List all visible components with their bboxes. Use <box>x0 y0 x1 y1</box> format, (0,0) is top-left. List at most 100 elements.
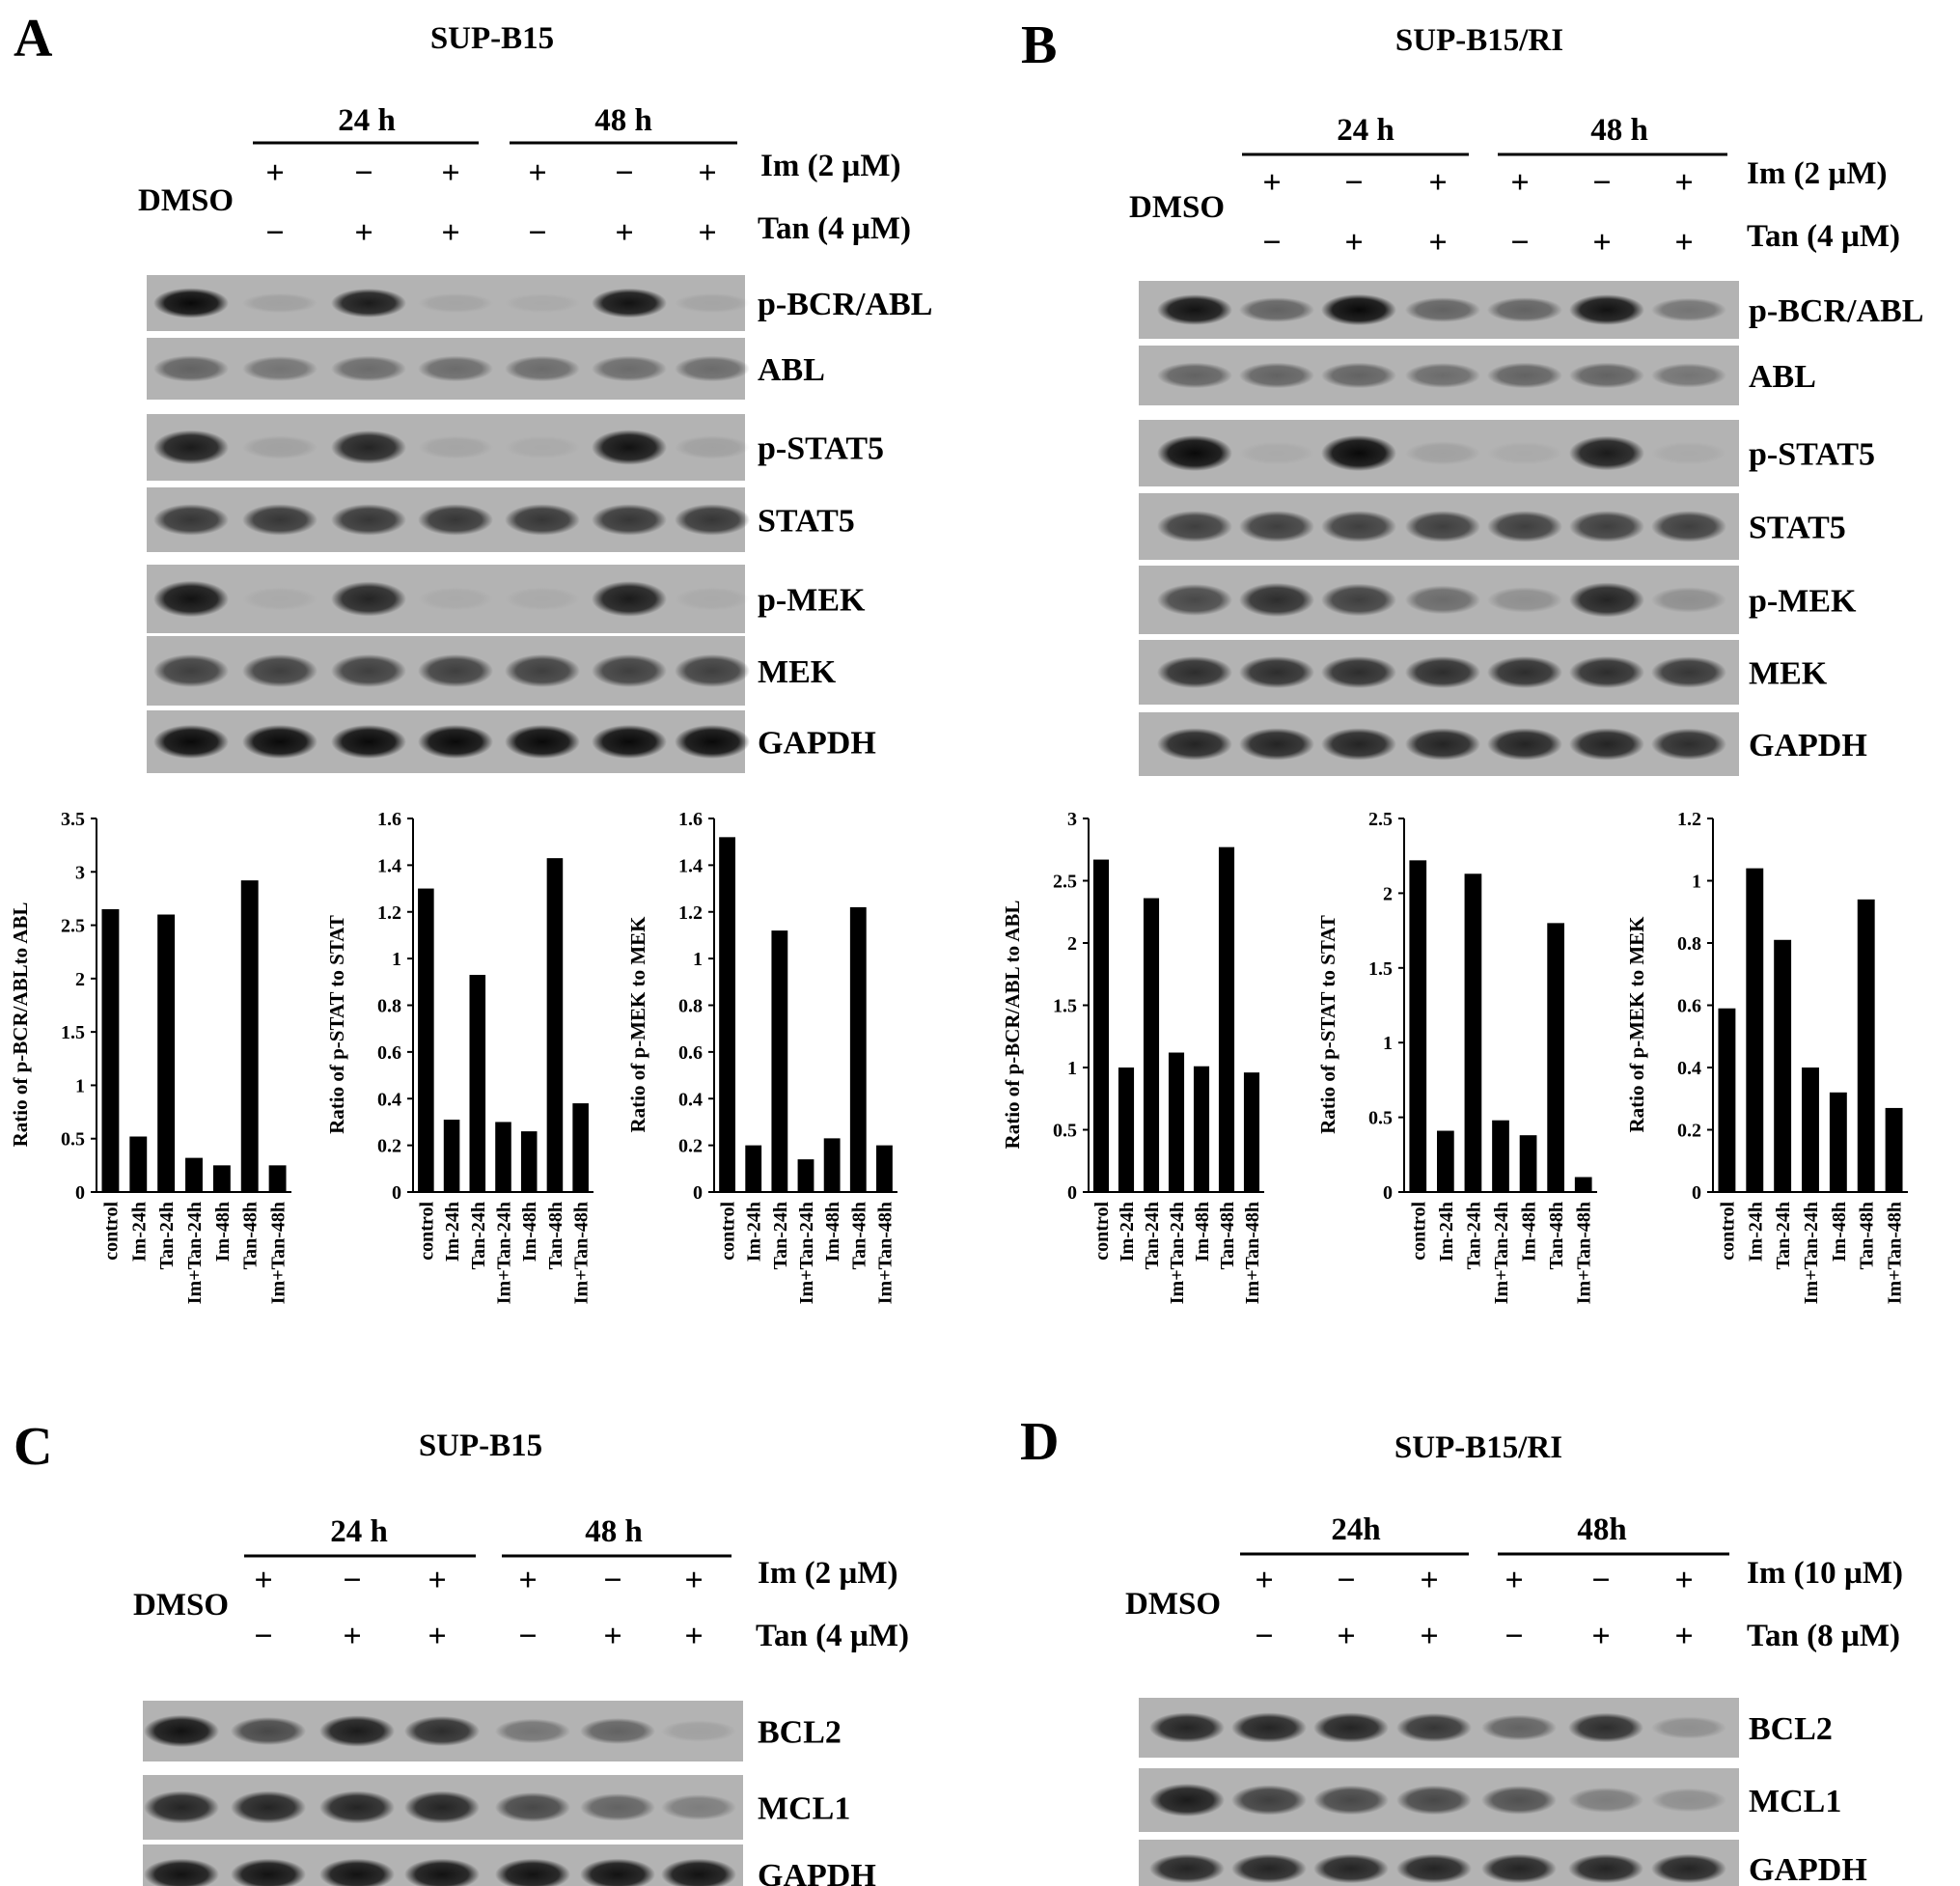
tanshinone-sign: + <box>1344 225 1363 261</box>
bar <box>1092 859 1110 1192</box>
blot-band <box>331 581 406 617</box>
bar <box>1802 1068 1819 1192</box>
imatinib-condition-label: Im (2 µM) <box>1747 156 1887 191</box>
blot-band <box>1481 1786 1557 1815</box>
x-category-label: Im+Tan-24h <box>494 1202 515 1304</box>
blot-band <box>675 292 750 314</box>
tanshinone-sign: − <box>254 1619 272 1654</box>
blot-band <box>592 504 667 536</box>
bar <box>572 1103 589 1192</box>
blot-band <box>331 504 406 536</box>
y-tick-label: 0 <box>693 1182 703 1204</box>
protein-label: p-MEK <box>1749 584 1857 620</box>
blot-strip: p-BCR/ABL <box>1139 281 1923 339</box>
blot-band <box>661 1858 736 1886</box>
bar <box>268 1165 287 1192</box>
blot-band <box>1569 511 1644 542</box>
blot-band <box>1405 511 1480 542</box>
tanshinone-sign: − <box>265 215 284 251</box>
tanshinone-sign: + <box>698 215 716 251</box>
bar <box>1118 1068 1135 1192</box>
imatinib-sign: + <box>441 155 459 191</box>
y-tick-label: 0 <box>75 1182 85 1204</box>
blot-band <box>675 504 750 536</box>
blot-strip: STAT5 <box>1139 493 1846 560</box>
y-tick-label: 0 <box>1067 1182 1077 1204</box>
x-category-label: Im-48h <box>822 1202 843 1262</box>
y-tick-label: 0.6 <box>678 1042 703 1064</box>
blot-band <box>331 724 406 760</box>
y-tick-label: 0.8 <box>1677 933 1701 955</box>
imatinib-sign: − <box>1344 165 1363 201</box>
protein-label: p-STAT5 <box>1749 437 1875 473</box>
tanshinone-condition-label: Tan (4 µM) <box>758 211 911 246</box>
blot-band <box>661 1720 736 1742</box>
blot-band <box>1569 362 1644 389</box>
bar-chart: 0 0.2 0.4 0.6 0.8 1 1.2 1.4 1.6 Ratio of p-MEK to… <box>626 809 897 1304</box>
blot-band <box>495 1718 570 1744</box>
blot-band <box>1231 1712 1307 1743</box>
y-tick-label: 3 <box>75 862 85 883</box>
bar <box>157 914 176 1192</box>
blot-band <box>495 1792 570 1822</box>
tanshinone-sign: + <box>1674 1619 1693 1654</box>
blot-band <box>1157 511 1232 542</box>
blot-band <box>242 292 317 314</box>
y-tick-label: 1.2 <box>678 902 703 924</box>
x-category-label: Tan-24h <box>770 1202 791 1269</box>
imatinib-sign: − <box>1591 1563 1610 1598</box>
x-category-label: Im+Tan-48h <box>268 1202 290 1304</box>
blot-band <box>1569 294 1644 325</box>
blot-band <box>675 653 750 688</box>
x-category-label: Im-24h <box>128 1202 150 1262</box>
imatinib-sign: − <box>354 155 373 191</box>
panel-title: SUP-B15 <box>430 21 554 56</box>
time-header: 24 h <box>1337 113 1394 148</box>
blot-band <box>1239 362 1314 389</box>
blot-band <box>242 355 317 382</box>
blot-band <box>505 653 580 688</box>
blot-band <box>592 288 667 319</box>
protein-label: GAPDH <box>1749 728 1867 763</box>
protein-label: MEK <box>1749 656 1828 692</box>
y-tick-label: 2.5 <box>61 916 85 937</box>
bar <box>719 837 735 1192</box>
dmso-label: DMSO <box>138 183 234 218</box>
imatinib-sign: + <box>1674 165 1693 201</box>
bar <box>1746 868 1764 1192</box>
x-category-label: Tan-24h <box>468 1202 489 1269</box>
x-category-label: Im+Tan-48h <box>1574 1202 1595 1304</box>
blot-band <box>1157 294 1232 325</box>
bar <box>1547 923 1564 1192</box>
x-category-label: Im-24h <box>1117 1202 1138 1262</box>
bar <box>1492 1120 1509 1192</box>
x-category-label: Im-24h <box>744 1202 765 1262</box>
bar <box>1885 1107 1903 1192</box>
blot-strip: GAPDH <box>1139 1840 1867 1886</box>
tanshinone-sign: + <box>428 1619 446 1654</box>
blot-band <box>505 355 580 382</box>
bar-chart: 0 0.5 1 1.5 2 2.5 3 Ratio of p-BCR/ABL to ABL co… <box>1001 809 1264 1304</box>
protein-label: BCL2 <box>758 1715 842 1751</box>
blot-strip: BCL2 <box>143 1701 842 1761</box>
y-tick-label: 3.5 <box>61 809 85 830</box>
tanshinone-sign: + <box>684 1619 703 1654</box>
blot-band <box>1149 1853 1225 1884</box>
x-category-label: Tan-24h <box>156 1202 178 1269</box>
bar <box>1857 899 1875 1192</box>
imatinib-condition-label: Im (10 µM) <box>1747 1556 1903 1591</box>
blot-band <box>418 435 493 459</box>
bar <box>1718 1008 1736 1192</box>
y-tick-label: 1.6 <box>678 809 703 830</box>
panel-b: B SUP-B15/RI 24 h 48 h DMSO + − − + + + + − − + + + Im (2… <box>1021 15 1923 776</box>
blot-band <box>1321 293 1396 326</box>
x-category-label: control <box>1408 1202 1429 1261</box>
blot-band <box>1569 582 1644 618</box>
y-tick-label: 3 <box>1067 809 1077 830</box>
blot-band <box>231 1716 306 1746</box>
y-tick-label: 0.5 <box>1053 1121 1077 1142</box>
blot-band <box>1157 434 1232 472</box>
imatinib-sign: − <box>615 155 633 191</box>
x-category-label: Im-48h <box>519 1202 540 1262</box>
blot-band <box>418 653 493 688</box>
